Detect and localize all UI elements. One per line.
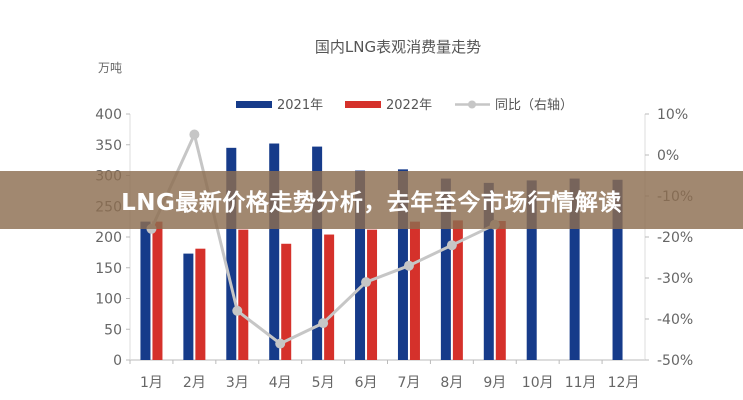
x-tick-label: 7月 [397, 375, 420, 391]
x-tick-label: 2月 [183, 375, 206, 391]
bar-2022 [238, 229, 249, 360]
bar-2021 [397, 169, 408, 360]
legend-label-yoy: 同比（右轴） [495, 98, 573, 113]
headline-text: LNG最新价格走势分析，去年至今市场行情解读 [121, 190, 622, 216]
left-y-tick-label: 200 [95, 230, 122, 246]
x-tick-label: 6月 [355, 375, 378, 391]
headline-banner: LNG最新价格走势分析，去年至今市场行情解读 [0, 171, 743, 229]
bar-2021 [483, 182, 494, 360]
x-tick-label: 12月 [608, 375, 640, 391]
left-y-tick-label: 0 [113, 353, 122, 369]
bar-2022 [152, 221, 163, 360]
bar-2021 [312, 146, 323, 360]
yoy-point [361, 277, 372, 288]
bar-2022 [195, 248, 206, 360]
x-tick-label: 11月 [565, 375, 597, 391]
bar-2022 [324, 234, 335, 360]
legend-label-2021: 2021年 [277, 98, 323, 113]
yoy-point [446, 240, 457, 251]
bar-2021 [526, 180, 537, 360]
bar-2021 [569, 178, 580, 360]
bars [140, 143, 623, 360]
bar-2022 [409, 221, 420, 360]
bar-2021 [183, 253, 194, 360]
x-tick-label: 10月 [522, 375, 554, 391]
x-tick-label: 5月 [312, 375, 335, 391]
legend: 2021年 2022年 同比（右轴） [236, 98, 573, 113]
left-y-tick-label: 400 [95, 107, 122, 123]
right-y-tick-label: 0% [657, 148, 679, 164]
bar-2021 [440, 178, 451, 360]
x-tick-label: 9月 [483, 375, 506, 391]
left-y-tick-label: 100 [95, 292, 122, 308]
yoy-point [403, 260, 414, 271]
left-y-tick-label: 150 [95, 261, 122, 277]
left-y-tick-label: 350 [95, 138, 122, 154]
bar-2021 [140, 221, 151, 360]
bar-2021 [355, 170, 366, 360]
legend-label-2022: 2022年 [386, 98, 432, 113]
right-y-tick-label: -50% [657, 353, 693, 369]
x-tick-label: 3月 [226, 375, 249, 391]
yoy-point [189, 129, 200, 140]
bar-2021 [612, 179, 623, 360]
yoy-point [275, 338, 286, 349]
yoy-point [232, 305, 243, 316]
legend-swatch-2022 [345, 101, 381, 108]
right-y-tick-label: -30% [657, 271, 693, 287]
left-y-tick-label: 50 [104, 322, 122, 338]
right-y-tick-label: -40% [657, 312, 693, 328]
legend-swatch-2021 [236, 101, 272, 108]
right-y-tick-label: 10% [657, 107, 688, 123]
y-axis-unit-label: 万吨 [98, 61, 122, 75]
bar-2022 [452, 220, 463, 360]
x-tick-label: 1月 [140, 375, 163, 391]
bar-2022 [281, 243, 292, 360]
x-tick-label: 4月 [269, 375, 292, 391]
x-tick-label: 8月 [440, 375, 463, 391]
chart-title: 国内LNG表观消费量走势 [315, 38, 481, 56]
bar-2021 [226, 147, 237, 360]
yoy-point [318, 318, 329, 329]
bar-2021 [269, 143, 280, 360]
bar-2022 [495, 221, 506, 360]
bar-2022 [367, 229, 378, 360]
right-y-tick-label: -20% [657, 230, 693, 246]
legend-marker-yoy [468, 100, 476, 109]
